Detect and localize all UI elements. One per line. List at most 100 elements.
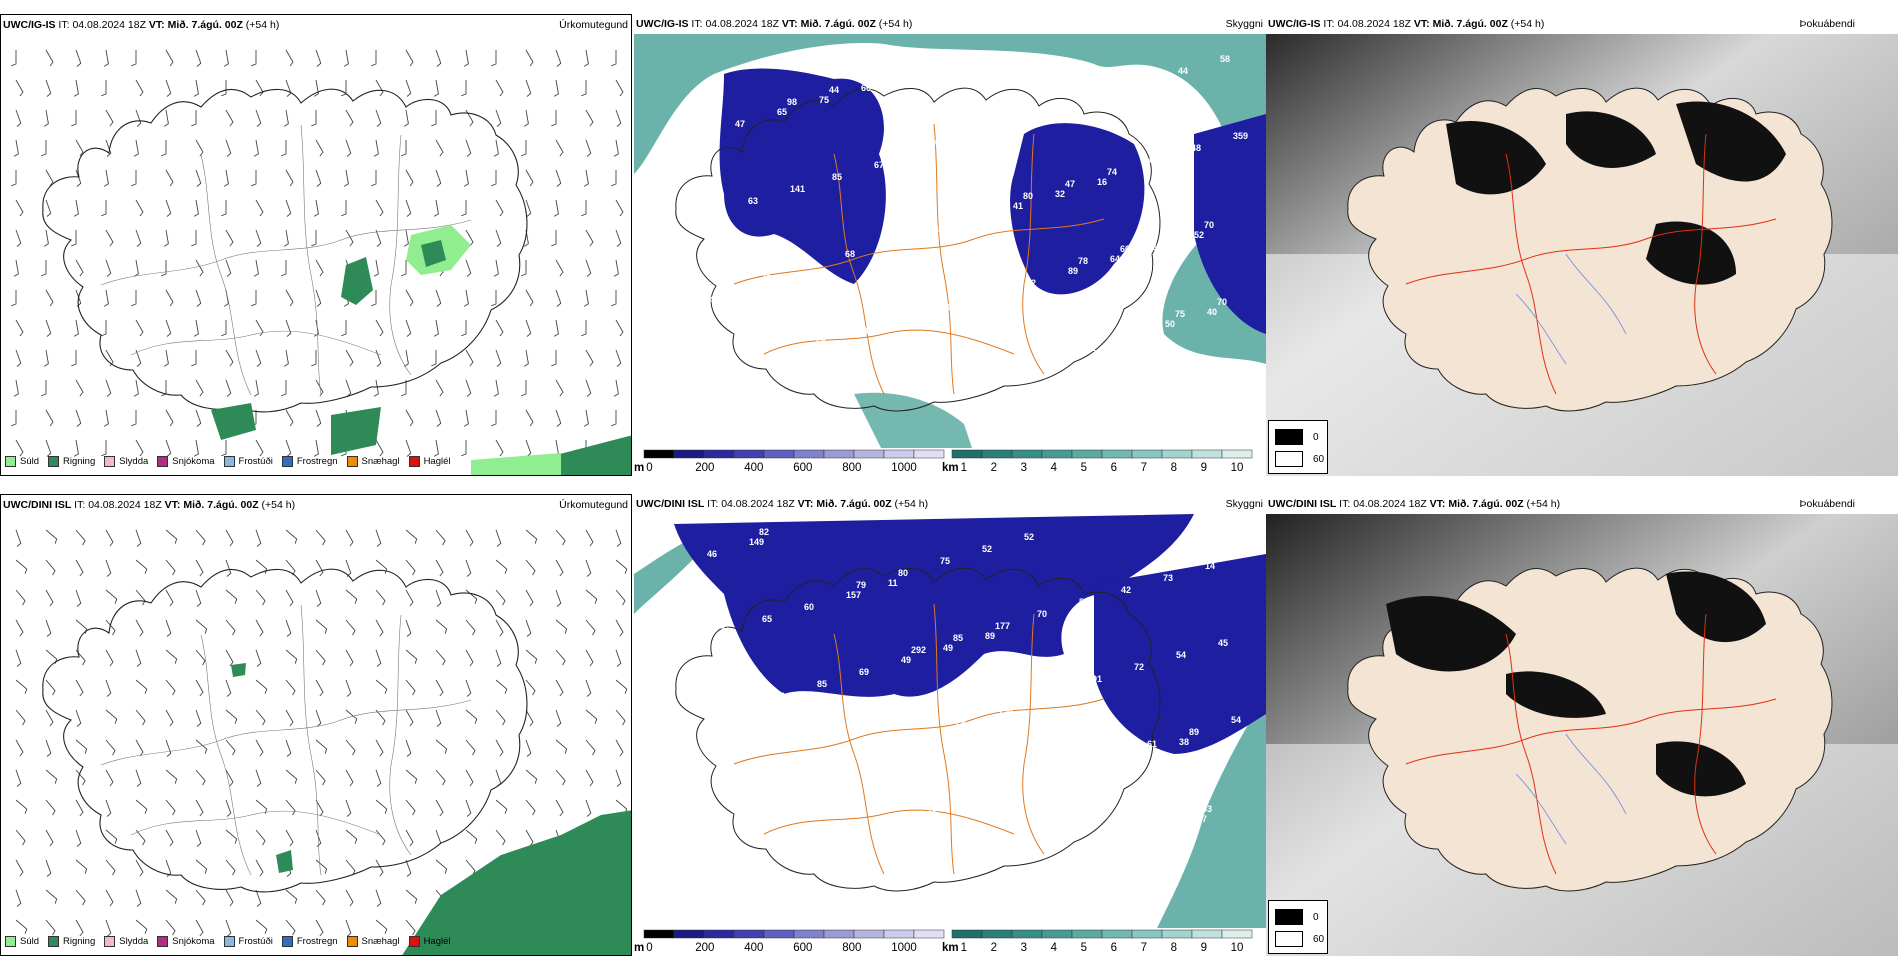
wind-barb xyxy=(15,319,24,337)
wind-barb xyxy=(463,49,469,67)
elevation-tick: 1000 xyxy=(891,942,917,954)
wind-barb xyxy=(465,349,474,367)
wind-barb xyxy=(75,859,88,874)
wind-barb xyxy=(165,289,174,307)
wind-barb xyxy=(165,409,174,427)
wind-barb xyxy=(195,49,202,67)
cloud-base-label: 73 xyxy=(720,626,730,636)
wind-barb xyxy=(315,739,328,754)
wind-barb xyxy=(315,259,324,277)
cloud-base-label: 75 xyxy=(1175,309,1185,319)
cloudbase-tick: 1 xyxy=(960,942,968,954)
wind-barb xyxy=(135,319,144,337)
cloud-base-label: 55 xyxy=(872,744,882,754)
fog-areas xyxy=(1386,571,1766,797)
cloud-base-label: 68 xyxy=(1149,155,1159,165)
wind-barb xyxy=(15,679,28,694)
wind-barb xyxy=(345,859,356,876)
wind-barb xyxy=(461,440,467,457)
wind-barb xyxy=(195,289,202,307)
wind-barb xyxy=(315,529,326,546)
cloudbase-scale-swatch xyxy=(1071,929,1103,939)
cloudbase-tick: 5 xyxy=(1080,942,1088,954)
wind-barb xyxy=(195,379,204,397)
legend-item: Snjókoma xyxy=(157,456,215,467)
cloud-base-label: 45 xyxy=(1218,638,1228,648)
wind-barb xyxy=(375,529,382,547)
wind-barb xyxy=(15,919,28,934)
cloud-base-label: 47 xyxy=(1065,179,1075,189)
wind-barb xyxy=(285,319,292,337)
legend-item: Haglél xyxy=(408,936,451,947)
wind-barb xyxy=(525,619,532,637)
wind-barb xyxy=(405,889,418,904)
panel-title: Þokuábendi xyxy=(1799,498,1855,510)
cloudbase-scale-swatch xyxy=(951,449,983,459)
wind-barb xyxy=(135,799,148,814)
wind-barb xyxy=(585,769,594,787)
cloudbase-scale-labels: km 1 2 3 4 5 6 7 8 9 10 xyxy=(942,942,1261,954)
wind-barb xyxy=(311,110,317,127)
cloudbase-tick: 8 xyxy=(1170,462,1178,474)
cloud-base-label: 70 xyxy=(1010,114,1020,124)
wind-barb xyxy=(555,259,564,277)
wind-barb xyxy=(45,529,58,544)
legend-swatch xyxy=(5,936,16,947)
wind-barb xyxy=(285,409,294,427)
wind-barb xyxy=(521,140,527,157)
cloudbase-scale-swatch xyxy=(1041,929,1073,939)
cloudbase-tick: 6 xyxy=(1110,942,1118,954)
elevation-scale-swatch xyxy=(913,929,945,939)
wind-barb xyxy=(373,259,379,277)
wind-barb xyxy=(75,619,88,634)
wind-barb xyxy=(345,619,356,636)
wind-barb xyxy=(375,649,382,667)
cloud-base-label: 76 xyxy=(1011,785,1021,795)
wind-barb xyxy=(433,439,439,457)
wind-barb xyxy=(405,439,412,457)
cloud-base-label: 60 xyxy=(804,602,814,612)
cloud-base-label: 100 xyxy=(884,150,899,160)
cloudbase-tick: 10 xyxy=(1230,462,1244,474)
wind-barb xyxy=(105,379,112,397)
wind-barb xyxy=(615,319,624,337)
precip-panel-dini: UWC/DINI ISL IT: 04.08.2024 18Z VT: Mið.… xyxy=(0,494,632,956)
wind-barb xyxy=(615,649,622,667)
wind-barb xyxy=(45,709,54,727)
elevation-scale-swatch xyxy=(883,449,915,459)
legend-swatch xyxy=(5,456,16,467)
wind-barb xyxy=(15,229,22,247)
wind-barb xyxy=(225,589,238,604)
cloud-base-label: 51 xyxy=(833,843,843,853)
wind-barb xyxy=(75,409,82,427)
fog-panel-igis: UWC/IG-IS IT: 04.08.2024 18Z VT: Mið. 7.… xyxy=(1266,14,1900,476)
wind-barb xyxy=(195,259,204,277)
precip-type-map xyxy=(15,529,631,955)
cloud-base-label: 85 xyxy=(955,49,965,59)
wind-barb xyxy=(405,409,414,427)
wind-barb xyxy=(585,799,592,817)
color-scales: m 0 200 400 600 800 1000 km 1 2 3 4 5 6 7 8 9 10 xyxy=(634,448,1266,476)
fog-indicator-map xyxy=(1266,514,1898,956)
wind-barb xyxy=(283,349,289,367)
cloud-base-label: 61 xyxy=(1147,739,1157,749)
wind-barb xyxy=(15,649,22,667)
cloud-base-label: 75 xyxy=(819,95,829,105)
wind-barb xyxy=(405,799,416,816)
wind-barb xyxy=(375,679,388,694)
wind-barb xyxy=(105,829,118,844)
wind-barb xyxy=(585,379,592,397)
wind-barb xyxy=(45,829,54,847)
wind-barb xyxy=(191,350,197,367)
cloud-base-label: 177 xyxy=(995,621,1010,631)
wind-barb xyxy=(165,829,174,847)
cloud-base-label: 52 xyxy=(982,544,992,554)
wind-barb xyxy=(133,259,139,277)
wind-barb xyxy=(45,589,54,607)
wind-barb xyxy=(495,619,504,637)
wind-barb xyxy=(193,319,199,337)
wind-barb xyxy=(315,919,324,937)
wind-barb xyxy=(315,829,322,847)
elevation-scale-swatch xyxy=(703,929,735,939)
cloud-base-label: 50 xyxy=(997,367,1007,377)
